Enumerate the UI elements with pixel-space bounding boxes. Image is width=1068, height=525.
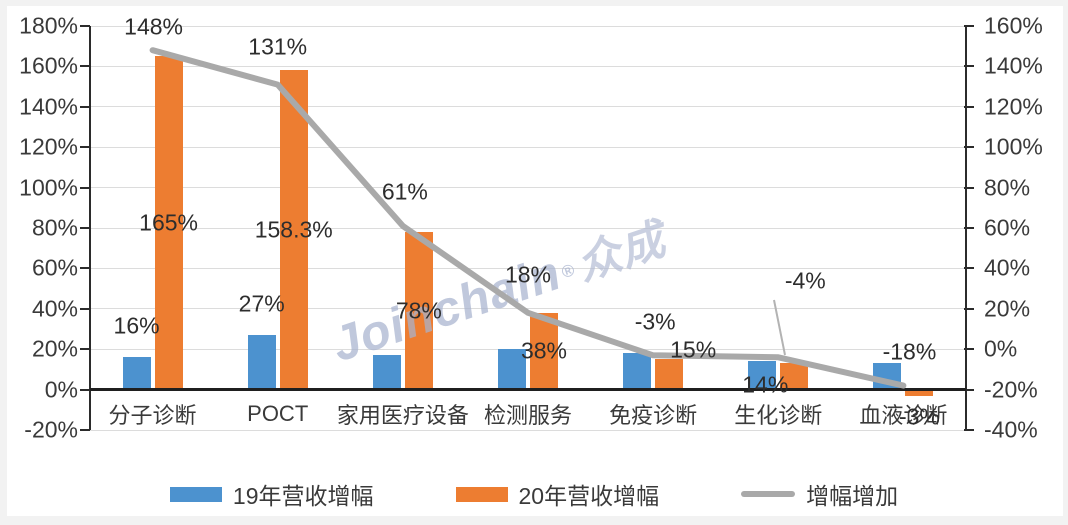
left-axis-tick-label: 180% <box>19 12 78 39</box>
right-axis-tick <box>964 25 974 27</box>
line-label-growth-increase: 148% <box>124 13 183 40</box>
left-axis-tick <box>80 388 90 391</box>
screenshot-edge-top <box>0 0 1068 6</box>
left-axis-tick <box>80 105 90 108</box>
gridline <box>90 146 966 148</box>
legend-item-19-revenue: 19年营收增幅 <box>169 477 374 511</box>
right-axis-tick-label: -20% <box>984 376 1038 403</box>
right-axis-line <box>965 26 967 430</box>
bar-19-revenue <box>122 357 151 390</box>
left-axis-tick-label: 100% <box>19 174 78 201</box>
legend-swatch-line <box>741 491 796 497</box>
line-label-growth-increase: 18% <box>504 261 552 288</box>
screenshot-edge-left <box>0 0 7 525</box>
screenshot-edge-right <box>1063 0 1068 525</box>
left-axis-tick-label: 20% <box>31 335 78 362</box>
line-label-growth-increase: -18% <box>882 338 937 365</box>
legend-label: 19年营收增幅 <box>232 483 374 509</box>
right-axis-tick <box>964 146 974 149</box>
bar-20-revenue <box>905 389 934 396</box>
right-axis-tick-label: 100% <box>984 133 1043 160</box>
bar-19-revenue <box>247 335 276 390</box>
right-axis-tick-label: 60% <box>984 214 1031 241</box>
right-axis-tick <box>964 65 974 68</box>
left-axis-tick <box>80 186 90 189</box>
right-axis-tick-label: 160% <box>984 12 1043 39</box>
right-axis-tick <box>964 227 974 229</box>
bar-label-19-revenue: 14% <box>742 371 789 398</box>
gridline <box>90 65 966 67</box>
right-axis-tick <box>964 348 974 351</box>
left-axis-tick <box>80 267 90 270</box>
right-axis-tick-label: 20% <box>984 295 1031 322</box>
right-axis-tick <box>964 105 974 108</box>
line-label-growth-increase: -4% <box>784 267 826 294</box>
right-axis-tick-label: 0% <box>984 335 1018 362</box>
left-axis-tick-label: 80% <box>31 214 78 241</box>
legend-swatch-orange <box>455 486 508 502</box>
bar-label-20-revenue: -3% <box>898 403 940 430</box>
bar-label-19-revenue: 27% <box>238 290 285 317</box>
left-axis-tick <box>80 227 90 229</box>
gridline <box>90 25 966 27</box>
right-axis-tick-label: 120% <box>984 93 1043 120</box>
category-label: 检测服务 <box>483 403 573 428</box>
line-label-growth-increase: 131% <box>248 33 308 60</box>
right-axis-tick-label: 140% <box>984 52 1043 79</box>
bar-label-20-revenue: 38% <box>520 337 568 364</box>
left-axis-tick <box>80 25 90 27</box>
left-axis-tick <box>80 348 90 351</box>
legend-label: 20年营收增幅 <box>518 483 660 509</box>
gridline <box>90 106 966 108</box>
left-axis-tick <box>80 146 90 149</box>
left-axis-line <box>89 26 91 430</box>
right-axis-tick-label: -40% <box>984 416 1038 443</box>
bar-19-revenue <box>623 353 652 390</box>
legend-item-20-revenue: 20年营收增幅 <box>455 477 660 511</box>
line-label-growth-increase: -3% <box>634 308 676 335</box>
left-axis-tick-label: 120% <box>19 133 78 160</box>
right-axis-tick <box>964 429 974 431</box>
right-axis-tick <box>964 388 974 391</box>
gridline <box>90 227 966 229</box>
category-axis-line <box>90 388 966 392</box>
gridline <box>90 429 966 431</box>
legend-item-growth-increase: 增幅增加 <box>741 477 898 511</box>
bar-label-20-revenue: 158.3% <box>254 216 333 243</box>
right-axis-tick <box>964 267 974 270</box>
legend: 19年营收增幅 20年营收增幅 增幅增加 <box>0 477 1068 511</box>
category-label: POCT <box>247 401 309 426</box>
gridline <box>90 187 966 189</box>
left-axis-tick-label: 140% <box>19 93 78 120</box>
legend-swatch-blue <box>169 486 222 502</box>
left-axis-tick <box>80 307 90 310</box>
left-axis-tick <box>80 429 90 431</box>
left-axis-tick <box>80 65 90 68</box>
category-label: 分子诊断 <box>108 403 197 428</box>
category-label: 免疫诊断 <box>609 403 698 428</box>
left-axis-tick-label: 160% <box>19 52 78 79</box>
bar-label-20-revenue: 78% <box>395 297 442 324</box>
right-axis-tick <box>964 307 974 310</box>
line-label-growth-increase: 61% <box>381 178 428 205</box>
right-axis-tick-label: 80% <box>984 174 1031 201</box>
category-label: 血液诊断 <box>859 403 948 428</box>
bar-19-revenue <box>873 363 902 390</box>
category-label: 家用医疗设备 <box>336 403 469 428</box>
bar-label-20-revenue: 15% <box>670 336 717 363</box>
right-axis-tick-label: 40% <box>984 254 1031 281</box>
category-label: 生化诊断 <box>734 403 823 428</box>
left-axis-tick-label: -20% <box>24 416 78 443</box>
screenshot-edge-bottom <box>0 516 1068 525</box>
bar-label-20-revenue: 165% <box>139 209 198 236</box>
left-axis-tick-label: 60% <box>31 254 78 281</box>
left-axis-tick-label: 0% <box>44 376 78 403</box>
right-axis-tick <box>964 186 974 189</box>
left-axis-tick-label: 40% <box>31 295 78 322</box>
watermark-suffix: 众成 <box>570 214 672 290</box>
legend-label: 增幅增加 <box>806 483 899 509</box>
bar-label-19-revenue: 16% <box>113 312 160 339</box>
